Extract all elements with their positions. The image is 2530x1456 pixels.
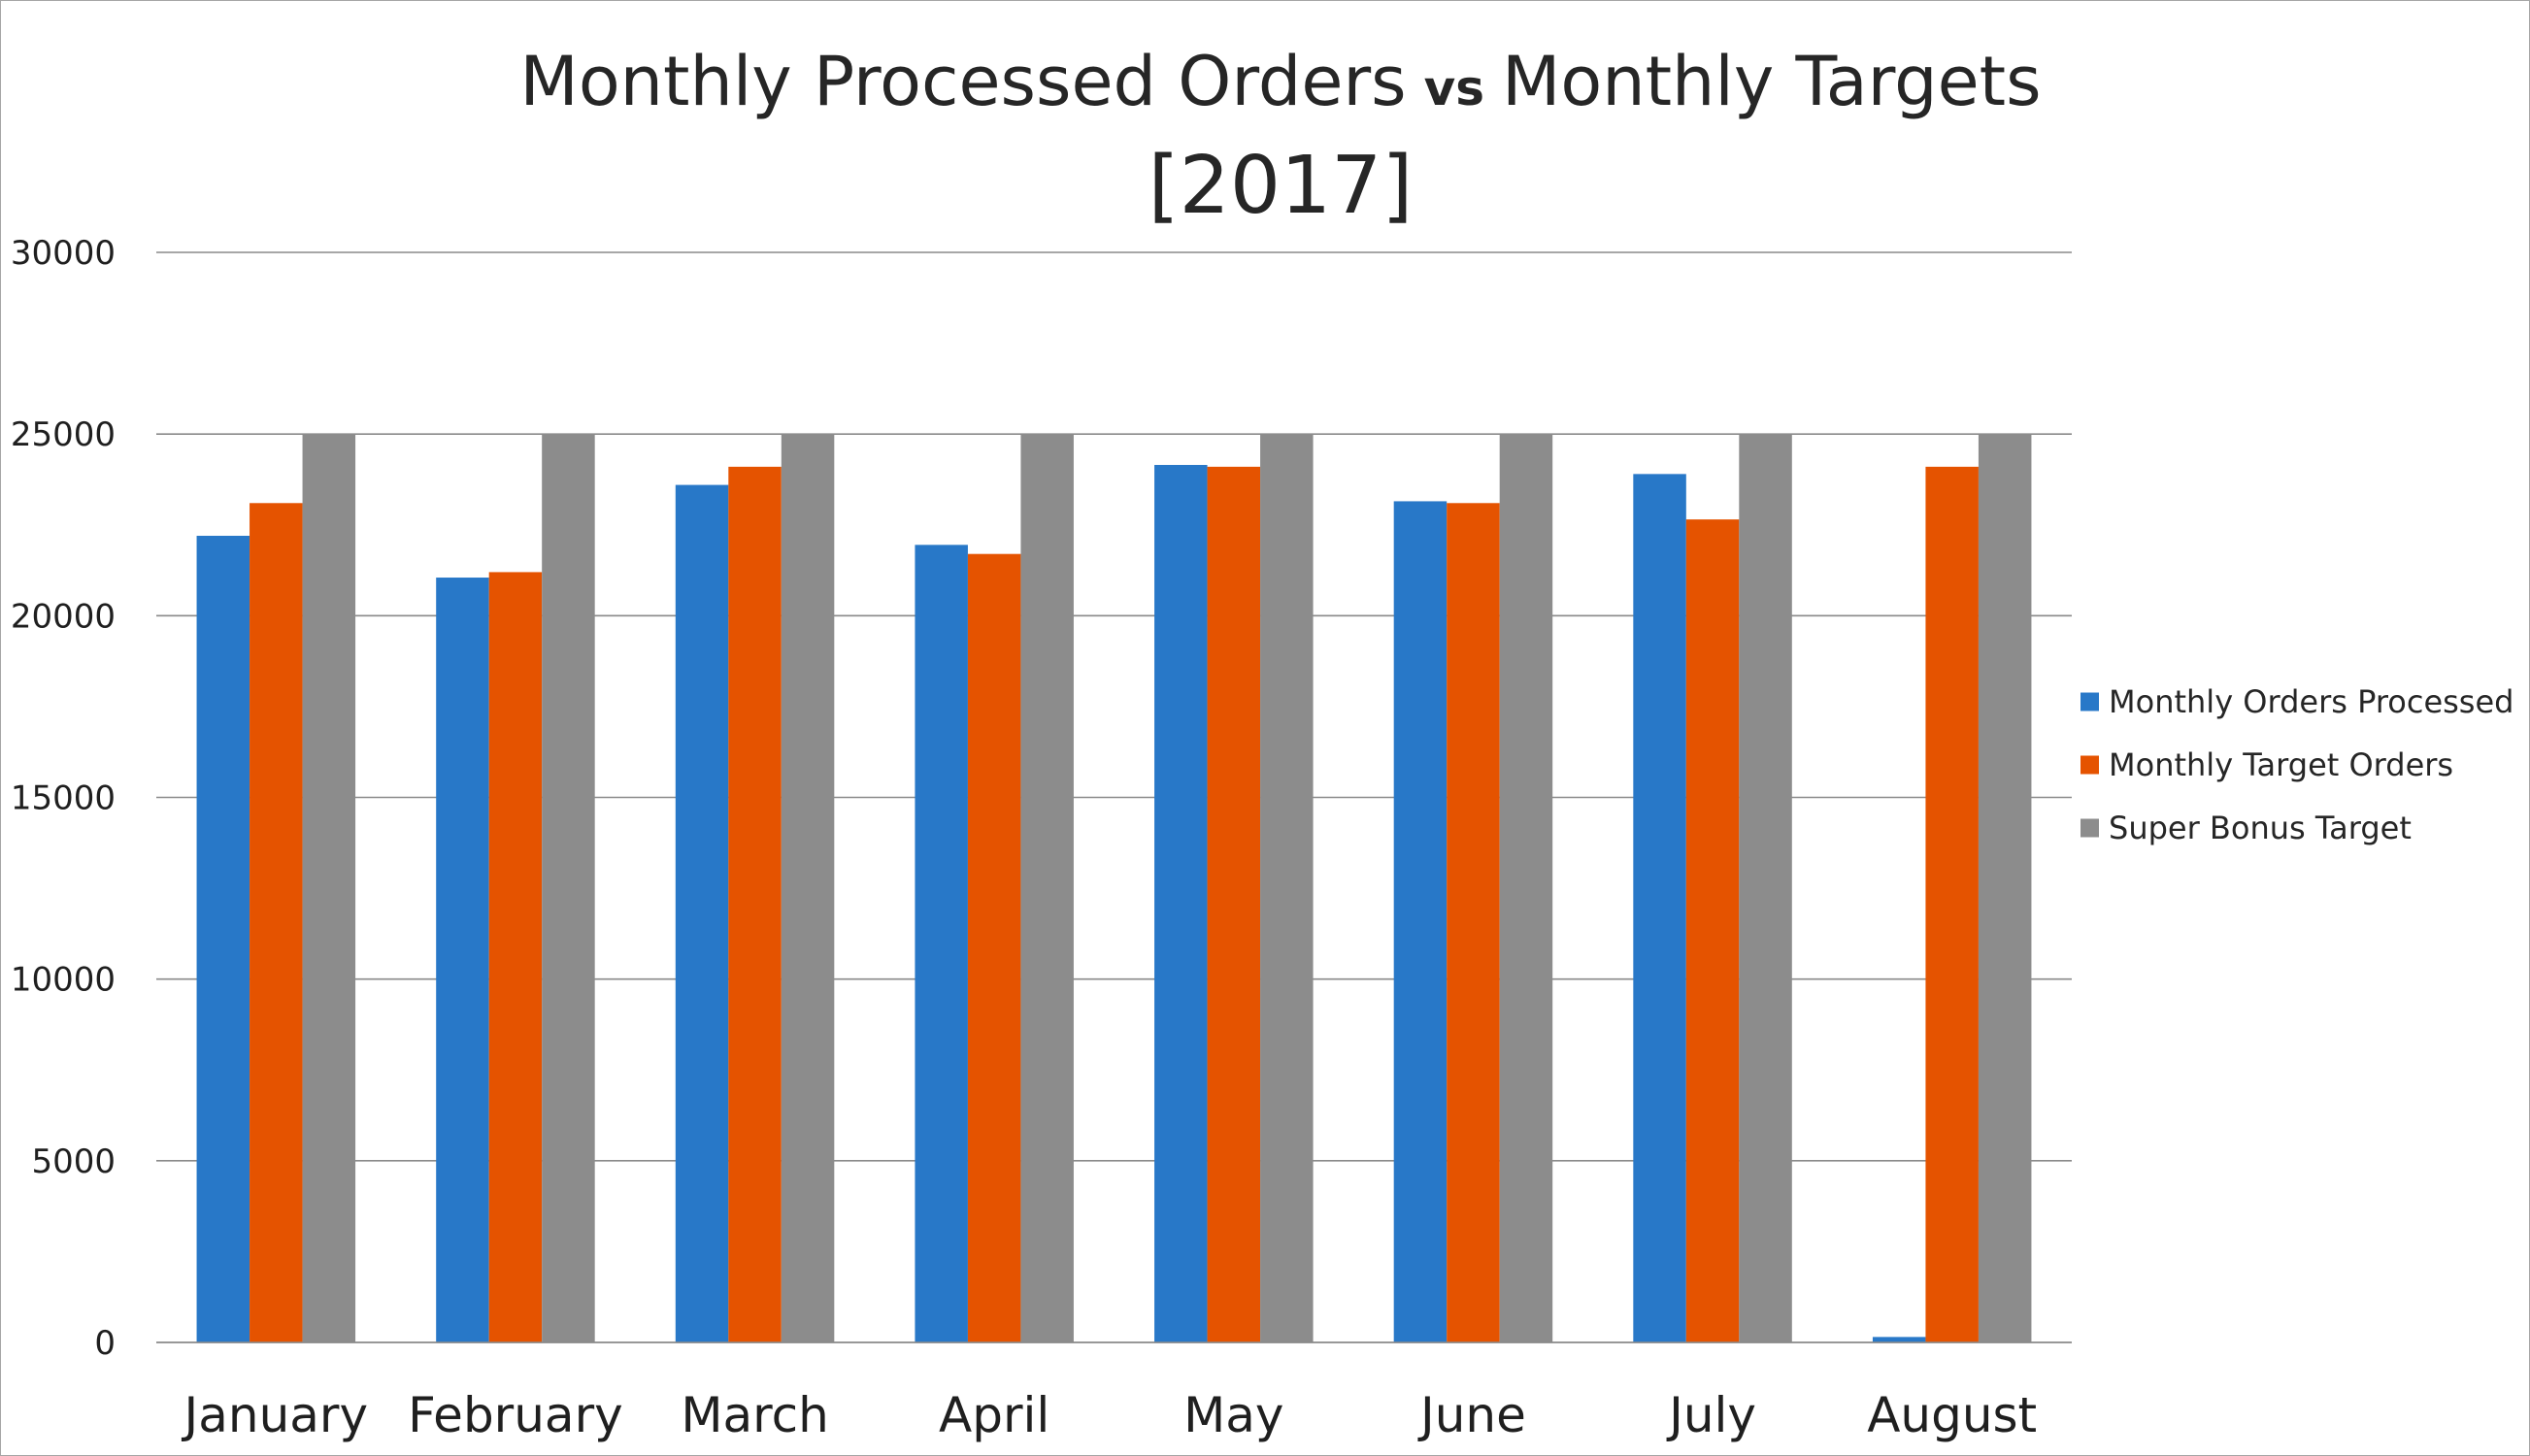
y-tick-label: 0 — [94, 1324, 116, 1363]
x-category-label: April — [939, 1387, 1049, 1443]
legend-swatch — [2081, 692, 2099, 711]
bar-super-bonus-target-april — [1020, 434, 1074, 1343]
bar-super-bonus-target-january — [302, 434, 356, 1343]
x-category-label: May — [1183, 1387, 1283, 1443]
bar-super-bonus-target-june — [1499, 434, 1553, 1343]
bar-super-bonus-target-august — [1978, 434, 2032, 1343]
bars — [156, 434, 2072, 1343]
bar-monthly-orders-processed-february — [436, 578, 489, 1342]
bar-monthly-orders-processed-march — [675, 484, 729, 1342]
bar-monthly-orders-processed-august — [1872, 1337, 1926, 1342]
x-category-label: February — [408, 1387, 623, 1443]
y-tick-label: 15000 — [11, 779, 116, 818]
chart-title: Monthly Processed Orders vs Monthly Target… — [519, 42, 2041, 121]
bar-super-bonus-target-july — [1739, 434, 1792, 1343]
bar-super-bonus-target-may — [1260, 434, 1314, 1343]
y-tick-label: 30000 — [11, 234, 116, 273]
y-tick-label: 5000 — [31, 1142, 116, 1181]
bar-monthly-target-orders-january — [250, 503, 303, 1342]
bar-monthly-orders-processed-january — [196, 535, 250, 1342]
bar-monthly-target-orders-april — [967, 553, 1021, 1342]
chart-title-part1: Monthly Processed Orders — [519, 42, 1406, 121]
legend-label: Monthly Orders Processed — [2109, 683, 2513, 720]
x-category-label: July — [1666, 1387, 1756, 1443]
bar-monthly-target-orders-february — [488, 572, 543, 1342]
y-tick-label: 20000 — [11, 597, 116, 636]
bar-monthly-target-orders-march — [728, 466, 782, 1342]
x-category-label: June — [1417, 1387, 1526, 1443]
bar-super-bonus-target-march — [781, 434, 835, 1343]
bar-monthly-target-orders-august — [1925, 466, 1979, 1342]
x-axis-categories: January February March April May June July Augu… — [182, 1387, 2038, 1443]
x-category-label: August — [1867, 1387, 2037, 1443]
bar-monthly-target-orders-may — [1207, 466, 1261, 1342]
legend-label: Super Bonus Target — [2109, 810, 2412, 846]
chart-title-year: [2017] — [1148, 140, 1414, 232]
bar-monthly-target-orders-june — [1447, 503, 1500, 1342]
bar-monthly-orders-processed-april — [915, 545, 968, 1342]
bar-monthly-orders-processed-may — [1154, 464, 1208, 1342]
legend-swatch — [2081, 755, 2099, 775]
x-category-label: January — [182, 1387, 369, 1443]
chart-title-vs: vs — [1424, 60, 1484, 116]
y-tick-label: 25000 — [11, 415, 116, 454]
chart-title-part2: Monthly Targets — [1502, 42, 2042, 121]
legend-swatch — [2081, 818, 2099, 838]
legend: Monthly Orders Processed Monthly Target O… — [2081, 683, 2513, 846]
bar-monthly-orders-processed-june — [1393, 501, 1448, 1342]
y-tick-label: 10000 — [11, 961, 116, 1000]
bar-super-bonus-target-february — [542, 434, 595, 1343]
bar-monthly-orders-processed-july — [1633, 474, 1686, 1342]
bar-monthly-target-orders-july — [1685, 519, 1740, 1342]
x-category-label: March — [681, 1387, 828, 1443]
legend-label: Monthly Target Orders — [2109, 746, 2453, 783]
y-axis-ticks: 0 5000 10000 15000 20000 25000 30000 — [11, 234, 116, 1363]
